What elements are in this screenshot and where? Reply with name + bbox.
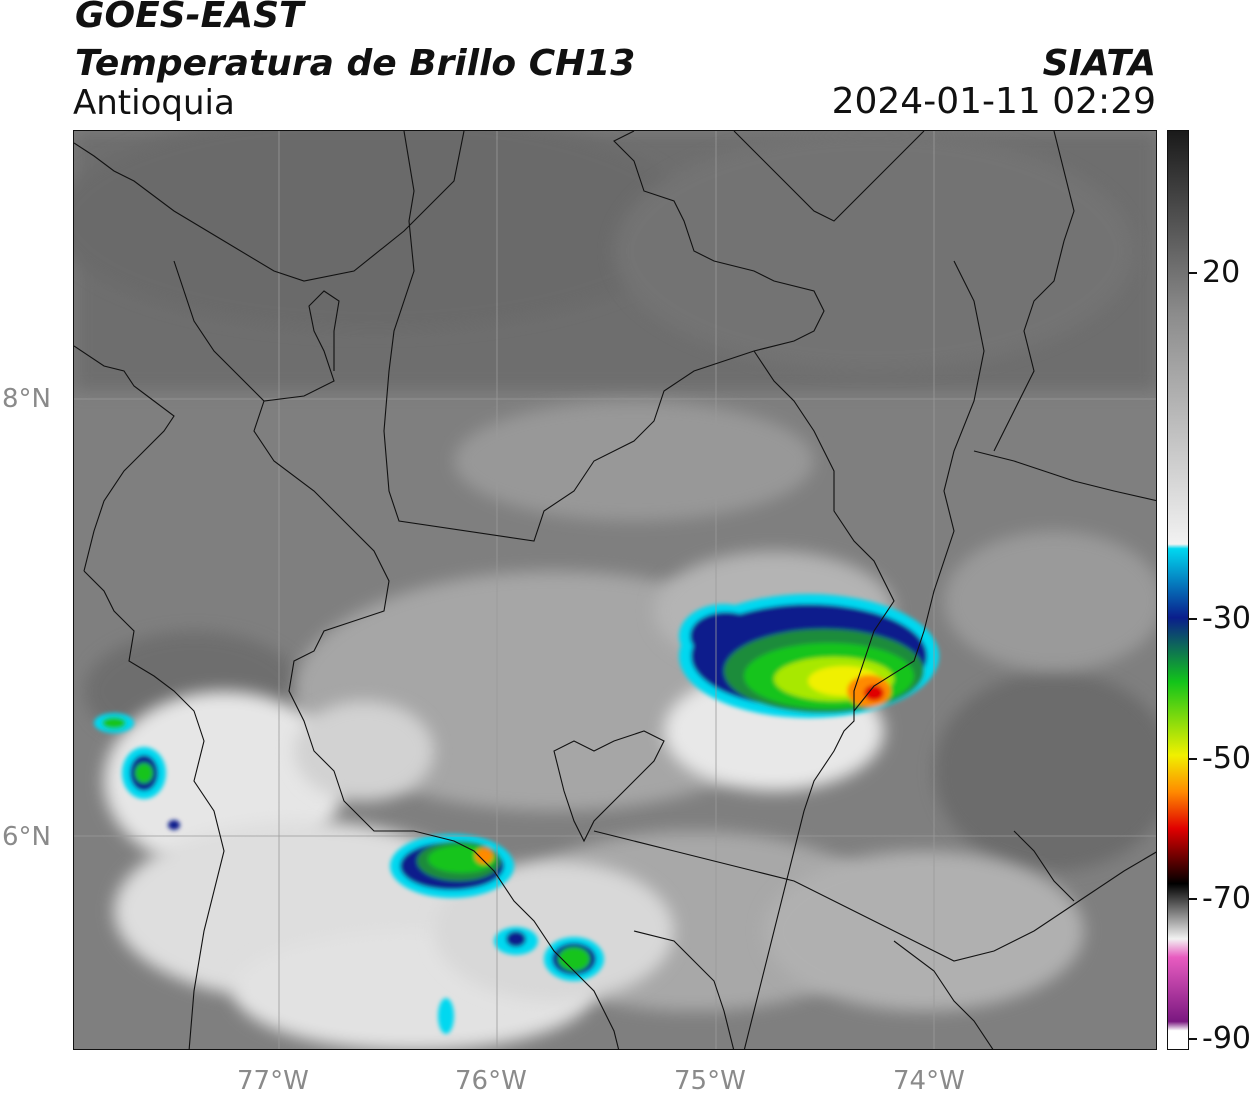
lat-label-8n: 8°N: [2, 384, 51, 414]
organization-label: SIATA: [1042, 43, 1156, 84]
satellite-title: GOES-EAST: [75, 0, 304, 36]
region-subtitle: Antioquia: [73, 83, 235, 123]
colorbar-tick-neg30: [1189, 618, 1197, 620]
colorbar-tick-20: [1189, 272, 1197, 274]
product-title: Temperatura de Brillo CH13: [75, 43, 636, 84]
storm-cell-south: [390, 834, 604, 981]
lat-label-6n: 6°N: [2, 822, 51, 852]
storm-cells-west: [94, 713, 454, 1034]
colorbar-tick-neg90: [1189, 1038, 1197, 1040]
lon-label-77w: 77°W: [237, 1066, 309, 1096]
colorbar-tick-neg70: [1189, 898, 1197, 900]
satellite-map: [73, 130, 1157, 1050]
boundaries: [74, 131, 1156, 1049]
colorbar-label-20: 20: [1202, 255, 1241, 290]
colorbar-label-neg90: -90: [1202, 1021, 1251, 1056]
lon-label-74w: 74°W: [893, 1066, 965, 1096]
colorbar-label-neg50: -50: [1202, 741, 1251, 776]
datetime-label: 2024-01-11 02:29: [831, 81, 1156, 122]
storm-cell-east: [679, 594, 939, 718]
lon-label-75w: 75°W: [674, 1066, 746, 1096]
map-imagery: [74, 131, 1156, 1049]
colorbar-label-neg30: -30: [1202, 601, 1251, 636]
temperature-colorbar: [1167, 130, 1189, 1050]
lon-label-76w: 76°W: [455, 1066, 527, 1096]
colorbar-label-neg70: -70: [1202, 881, 1251, 916]
colorbar-tick-neg50: [1189, 758, 1197, 760]
